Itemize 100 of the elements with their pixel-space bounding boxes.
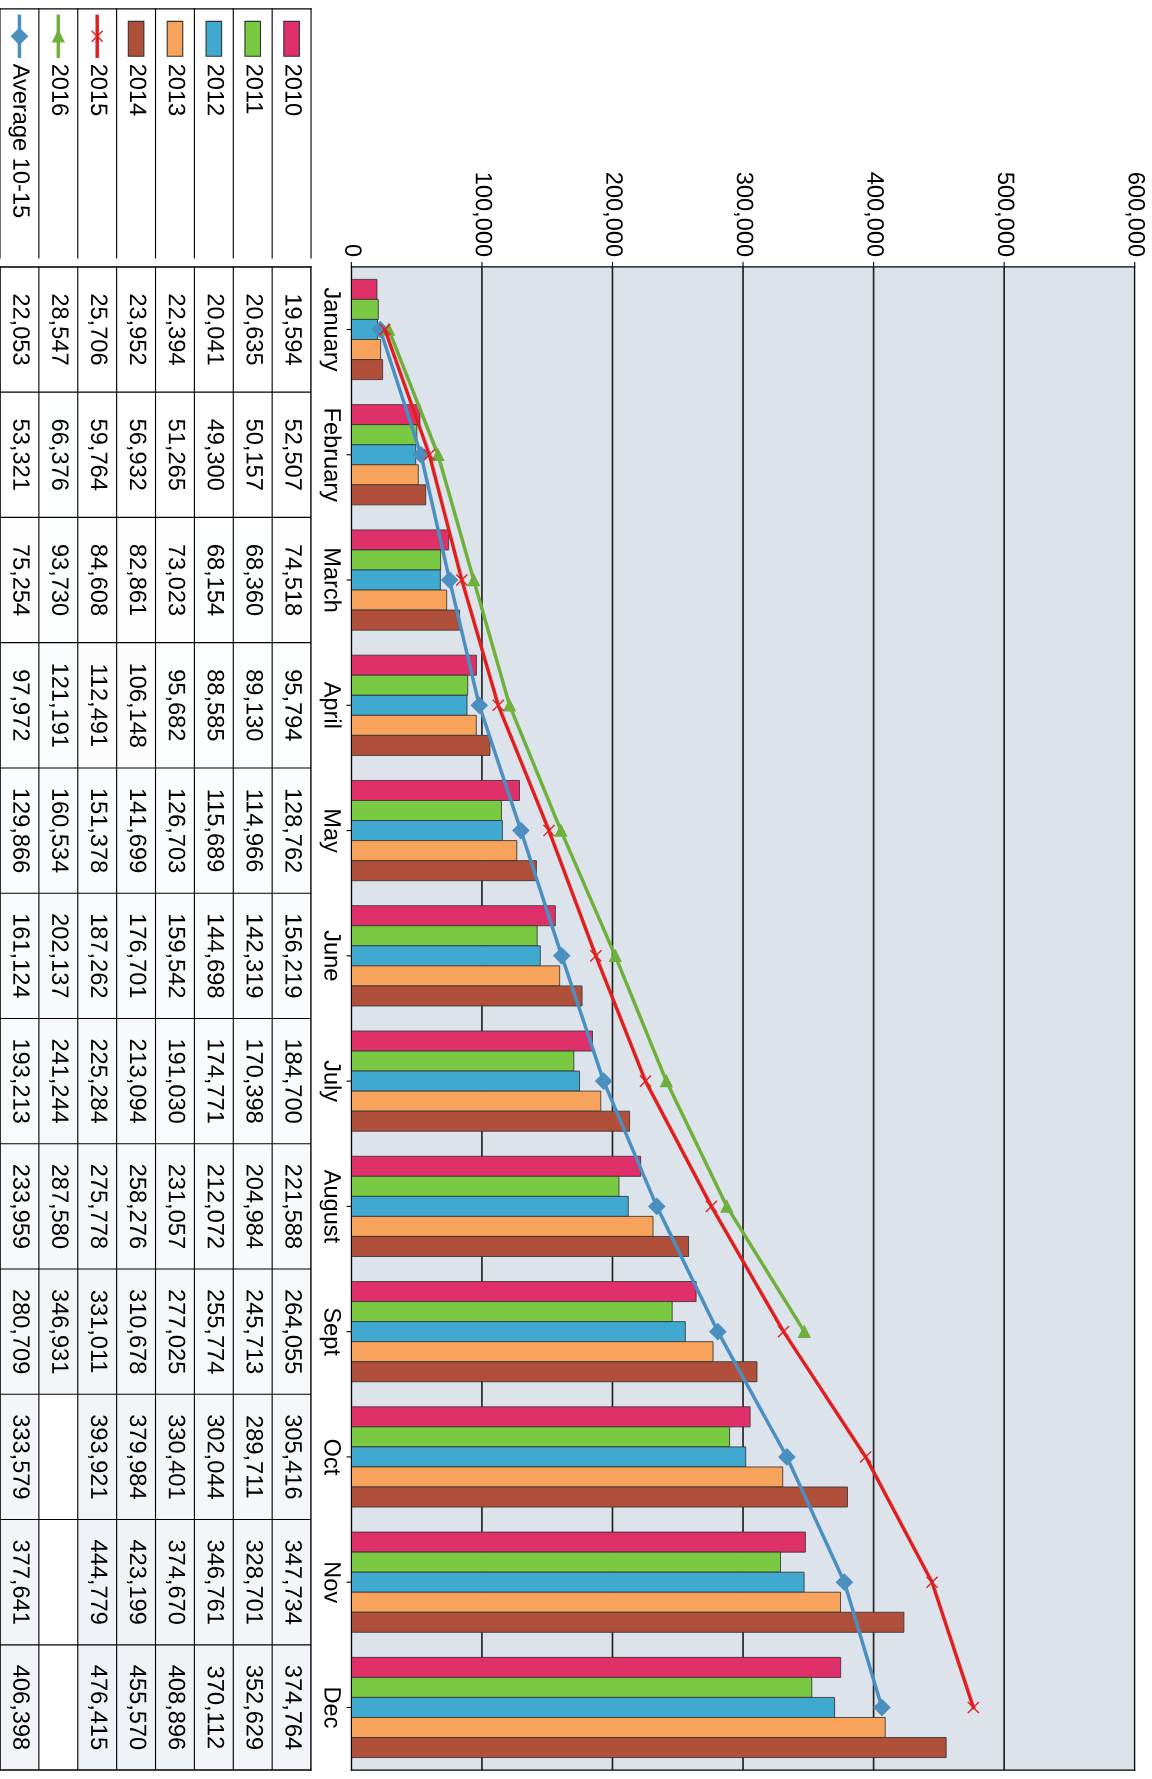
data-label: 213,094 [126, 1039, 147, 1124]
data-label: 241,244 [49, 1039, 69, 1124]
legend-label: 2015 [90, 64, 108, 116]
x-tick-label: 0 [345, 244, 362, 257]
data-label: 305,416 [282, 1415, 302, 1499]
point [512, 822, 530, 840]
data-label: 19,594 [282, 295, 302, 365]
data-label: 49,300 [204, 419, 225, 490]
data-label: 97,972 [10, 670, 30, 741]
data-label: 184,700 [282, 1040, 302, 1123]
point [431, 448, 445, 462]
data-label: 221,588 [282, 1164, 302, 1249]
point [470, 696, 488, 714]
data-label: 176,701 [126, 914, 147, 998]
data-label: 423,199 [126, 1540, 147, 1624]
data-label: 59,764 [88, 419, 108, 491]
data-label: 191,030 [165, 1040, 186, 1123]
data-label: 258,276 [126, 1164, 147, 1249]
data-label: 68,154 [204, 545, 225, 616]
data-label: 193,213 [10, 1040, 30, 1123]
y-tick-label: January [319, 287, 341, 372]
data-label: 56,932 [126, 419, 147, 490]
point [595, 1072, 613, 1090]
y-tick-label: July [319, 1060, 342, 1103]
data-label: 50,157 [243, 419, 264, 490]
data-label: 121,191 [49, 664, 69, 747]
data-label: 20,041 [204, 294, 225, 365]
data-label: 174,771 [204, 1040, 224, 1123]
y-tick-label: February [319, 409, 342, 502]
data-label: 187,262 [88, 914, 108, 998]
data-label: 347,734 [282, 1540, 302, 1625]
point [455, 573, 469, 587]
data-label: 159,542 [165, 914, 186, 998]
data-label: 82,861 [126, 544, 147, 615]
data-label: 280,709 [10, 1290, 30, 1374]
data-label: 115,689 [204, 790, 225, 872]
data-label: 275,778 [88, 1164, 108, 1249]
data-label: 455,570 [126, 1665, 147, 1750]
data-label: 106,148 [126, 664, 147, 747]
data-label: 346,761 [204, 1540, 225, 1624]
data-label: 20,635 [243, 294, 264, 365]
y-tick-label: Nov [324, 1563, 341, 1604]
data-label: 370,112 [204, 1666, 225, 1749]
data-label: 73,023 [165, 545, 186, 616]
x-tick-label: 600,000 [1125, 172, 1146, 257]
data-label: 476,415 [88, 1665, 108, 1750]
point [925, 1575, 939, 1589]
y-tick-label: June [324, 930, 341, 981]
data-label: 126,703 [165, 789, 186, 873]
data-label: 93,730 [49, 545, 69, 616]
y-tick-label: August [319, 1169, 341, 1243]
data-label: 66,376 [49, 419, 69, 490]
point [648, 1197, 666, 1215]
data-label: 68,360 [243, 545, 264, 616]
x-tick-label: 500,000 [995, 172, 1015, 257]
point [609, 949, 622, 963]
data-label: 151,378 [88, 789, 108, 873]
data-label: 22,053 [10, 294, 30, 365]
data-label: 245,713 [243, 1290, 264, 1374]
legend-label: 2010 [285, 64, 302, 116]
y-tick-label: April [319, 681, 342, 728]
point [423, 448, 436, 462]
data-label: 112,491 [88, 665, 108, 746]
data-label: 144,698 [204, 914, 225, 998]
point [835, 1573, 853, 1591]
y-tick-label: May [319, 810, 341, 853]
data-label: 310,678 [126, 1289, 147, 1374]
point [720, 1200, 734, 1213]
data-label: 328,701 [243, 1540, 264, 1624]
legend-label: 2016 [51, 64, 69, 116]
data-label: 331,011 [88, 1290, 108, 1373]
data-label: 352,629 [243, 1665, 264, 1750]
data-label: 141,699 [126, 789, 147, 873]
data-label: 330,401 [165, 1415, 186, 1499]
data-label: 129,866 [10, 789, 30, 873]
data-label: 51,265 [165, 419, 186, 490]
data-label: 264,055 [282, 1290, 302, 1374]
data-label: 114,966 [243, 790, 264, 872]
data-label: 212,072 [204, 1164, 225, 1248]
data-label: 161,124 [10, 914, 30, 998]
point [554, 824, 568, 837]
point [639, 1074, 652, 1088]
point [705, 1200, 718, 1213]
data-label: 28,547 [49, 294, 69, 365]
x-tick-label: 300,000 [733, 172, 754, 257]
point [859, 1450, 872, 1464]
data-label: 302,044 [204, 1415, 225, 1499]
data-label: 255,774 [204, 1290, 225, 1374]
data-label: 156,219 [282, 914, 302, 998]
data-label: 75,254 [10, 545, 30, 616]
data-label: 233,959 [10, 1164, 30, 1248]
data-label: 231,057 [165, 1164, 186, 1248]
data-label: 52,507 [282, 419, 302, 490]
data-label: 23,952 [126, 294, 147, 365]
point [503, 699, 516, 712]
data-label: 142,319 [243, 914, 264, 998]
data-label: 53,321 [10, 419, 30, 490]
point [412, 446, 430, 464]
legend-label: 2013 [168, 64, 186, 116]
y-tick-label: Dec [324, 1688, 341, 1728]
